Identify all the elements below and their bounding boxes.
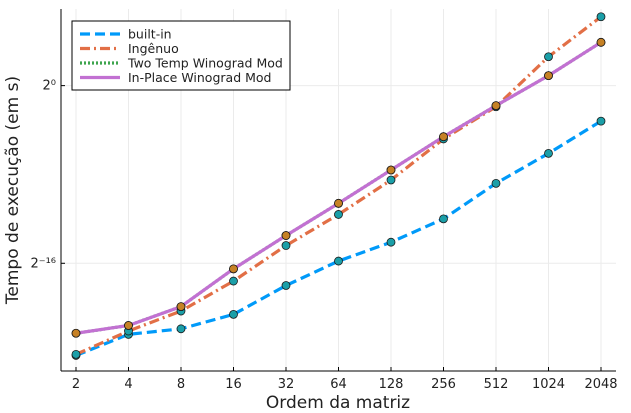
data-point: [596, 37, 606, 47]
legend-label-3: In-Place Winograd Mod: [128, 70, 271, 85]
x-tick-label: 512: [484, 377, 509, 392]
data-point: [544, 71, 553, 81]
data-point: [491, 101, 501, 111]
data-point: [544, 52, 553, 62]
x-tick-label: 128: [379, 377, 404, 392]
data-point: [124, 321, 133, 330]
x-axis-label: Ordem da matriz: [266, 393, 410, 413]
data-point: [439, 132, 448, 142]
x-tick-label: 32: [278, 377, 295, 392]
data-point: [176, 324, 186, 334]
data-point: [176, 302, 186, 312]
series-markers: [71, 12, 606, 360]
series-layer: [71, 12, 606, 360]
data-point: [229, 264, 238, 274]
legend-label-1: Ingênuo: [128, 41, 179, 56]
x-tick-label: 8: [177, 377, 185, 392]
ticks: 2 4 8 16 32 64 128 256 512 1024 2048 2⁰ 2⁻¹⁶: [30, 79, 617, 392]
data-point: [439, 214, 448, 224]
data-point: [229, 309, 238, 319]
data-point: [386, 175, 396, 185]
y-tick-label: 2⁰: [43, 79, 56, 94]
legend-label-2: Two Temp Winograd Mod: [127, 56, 283, 71]
data-point: [491, 178, 501, 188]
x-tick-label: 16: [225, 377, 242, 392]
data-point: [334, 256, 343, 266]
data-point: [281, 241, 291, 250]
data-point: [281, 231, 291, 240]
x-tick-label: 2048: [584, 377, 617, 392]
data-point: [229, 276, 238, 286]
x-tick-label: 256: [431, 377, 456, 392]
data-point: [334, 210, 343, 219]
legend-label-0: built-in: [128, 27, 172, 42]
y-tick-label: 2⁻¹⁶: [30, 256, 56, 271]
y-axis-label: Tempo de execução (em s): [3, 76, 23, 305]
series-line-1: [75, 15, 602, 356]
data-point: [386, 237, 396, 247]
data-point: [596, 116, 606, 126]
data-point: [71, 328, 81, 338]
data-point: [386, 165, 396, 175]
data-point: [544, 148, 553, 158]
data-point: [596, 12, 606, 22]
series-line-0: [75, 119, 602, 357]
x-tick-label: 4: [124, 377, 132, 392]
x-tick-label: 1024: [532, 377, 565, 392]
data-point: [334, 198, 343, 208]
data-point: [71, 349, 81, 359]
x-tick-label: 64: [330, 377, 347, 392]
x-tick-label: 2: [72, 377, 80, 392]
data-point: [281, 281, 291, 290]
